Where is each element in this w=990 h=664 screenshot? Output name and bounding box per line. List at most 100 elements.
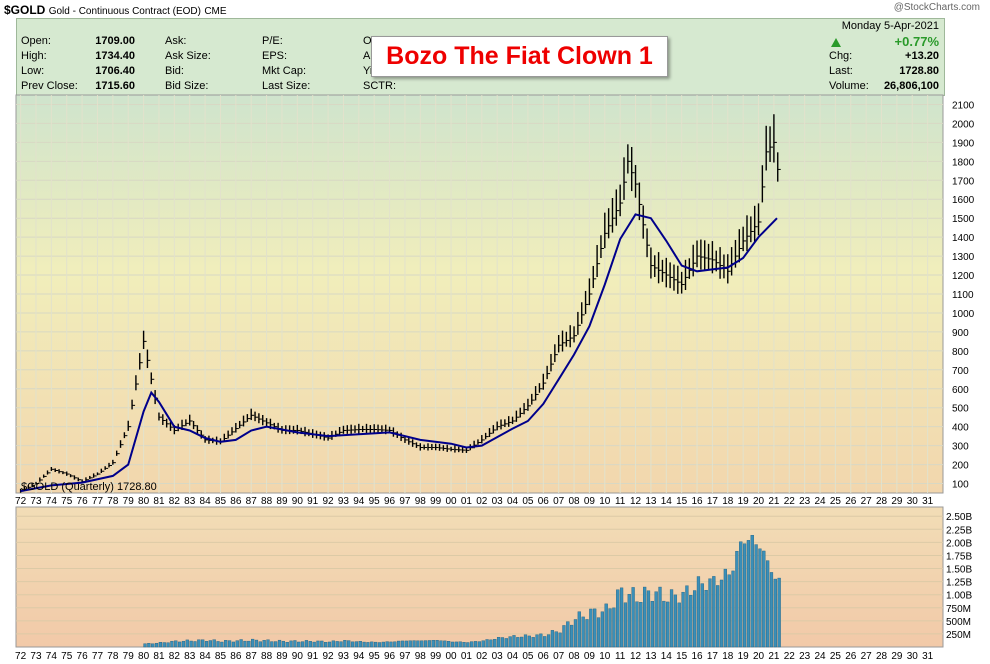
volume-bar (570, 624, 574, 648)
volume-bar (669, 589, 674, 648)
price-tick-label: 100 (952, 480, 969, 491)
volume-bar (158, 642, 163, 648)
volume-bar (243, 640, 247, 648)
price-tick-label: 900 (952, 328, 969, 339)
date-tick-label: 83 (184, 496, 196, 507)
date-tick-label: 72 (15, 496, 27, 507)
volume-bar (643, 586, 647, 648)
volume-bar (604, 603, 608, 648)
volume-bar (316, 640, 320, 648)
date-tick-label: 29 (891, 496, 903, 507)
volume-bar (470, 641, 474, 648)
price-tick-label: 600 (952, 385, 969, 396)
date-tick-label: 87 (246, 496, 258, 507)
volume-bar (435, 640, 439, 648)
volume-bar (527, 635, 531, 648)
date-tick-label: 96 (384, 651, 396, 662)
volume-bar (485, 639, 489, 648)
volume-bar (508, 636, 512, 648)
price-date-axis: 72 73 74 75 76 77 78 79 80 81 82 83 84 85 86 87 88 89 90 91… (15, 496, 934, 507)
volume-bar (281, 640, 285, 648)
date-tick-label: 73 (30, 651, 42, 662)
volume-bar (662, 600, 666, 648)
volume-bar (327, 641, 332, 648)
date-tick-label: 86 (230, 496, 242, 507)
volume-bar (719, 579, 724, 648)
date-tick-label: 24 (814, 651, 826, 662)
volume-bar (496, 637, 501, 648)
price-tick-label: 2100 (952, 100, 975, 111)
date-tick-label: 08 (568, 496, 580, 507)
price-tick-label: 1800 (952, 157, 975, 168)
date-tick-label: 16 (691, 496, 703, 507)
date-tick-label: 94 (353, 651, 365, 662)
price-tick-label: 500 (952, 404, 969, 415)
date-tick-label: 91 (307, 496, 319, 507)
volume-bar (216, 641, 220, 648)
volume-bar (439, 640, 443, 648)
volume-bar (220, 641, 224, 648)
volume-bar (177, 641, 182, 648)
price-legend: $GOLD (Quarterly) 1728.80 (21, 481, 157, 493)
price-tick-label: 1600 (952, 195, 975, 206)
volume-bar (408, 640, 412, 648)
volume-bar (677, 602, 681, 648)
volume-bar (535, 634, 539, 648)
date-tick-label: 81 (153, 651, 165, 662)
volume-bar (443, 640, 447, 648)
date-tick-label: 73 (30, 496, 42, 507)
volume-bar (700, 583, 704, 648)
date-tick-label: 86 (230, 651, 242, 662)
date-tick-label: 88 (261, 651, 273, 662)
volume-bar (393, 641, 397, 648)
volume-bar (304, 640, 309, 648)
change-percent: +0.77% (894, 34, 939, 49)
volume-axis: 250M 500M 750M 1.00B 1.25B 1.50B 1.75B 2.00B 2.2… (946, 512, 972, 641)
date-tick-label: 30 (907, 496, 919, 507)
date-tick-label: 19 (738, 651, 750, 662)
volume-bar (208, 640, 212, 648)
volume-bar (239, 639, 243, 648)
volume-bar (639, 602, 643, 648)
volume-bar (546, 634, 551, 648)
volume-bar (746, 540, 751, 648)
volume-bar (224, 640, 228, 648)
volume-bar (174, 640, 178, 648)
date-tick-label: 90 (292, 651, 304, 662)
volume-bar (293, 640, 297, 648)
volume-bar (731, 570, 735, 648)
volume-bar (577, 611, 581, 648)
eps-label: EPS: (262, 50, 288, 62)
date-tick-label: 28 (876, 496, 888, 507)
volume-bar (735, 550, 739, 648)
volume-bar (262, 640, 266, 648)
date-tick-label: 06 (538, 651, 550, 662)
volume-bar (627, 594, 631, 648)
volume-bar (300, 641, 305, 648)
volume-bar (704, 590, 708, 648)
date-tick-label: 97 (399, 496, 411, 507)
prev-close-value: 1715.60 (95, 80, 135, 92)
volume-bar (181, 640, 186, 648)
volume-bar (143, 643, 147, 648)
date-tick-label: 72 (15, 651, 27, 662)
volume-bar (692, 590, 697, 648)
date-tick-label: 91 (307, 651, 319, 662)
date-tick-label: 09 (584, 496, 596, 507)
volume-bar (404, 640, 408, 648)
volume-tick-label: 250M (946, 630, 971, 641)
volume-bar (750, 535, 754, 648)
date-tick-label: 01 (461, 496, 473, 507)
price-tick-label: 1100 (952, 290, 974, 301)
volume-bar (277, 639, 282, 648)
bid-size-label: Bid Size: (165, 80, 209, 92)
volume-bar (758, 548, 762, 648)
volume-bar (431, 640, 435, 648)
volume-bar (600, 611, 604, 648)
volume-bar (254, 639, 259, 648)
date-tick-label: 21 (768, 651, 780, 662)
volume-bar (481, 640, 485, 648)
volume-bar (343, 640, 347, 648)
volume-bar (308, 641, 312, 648)
